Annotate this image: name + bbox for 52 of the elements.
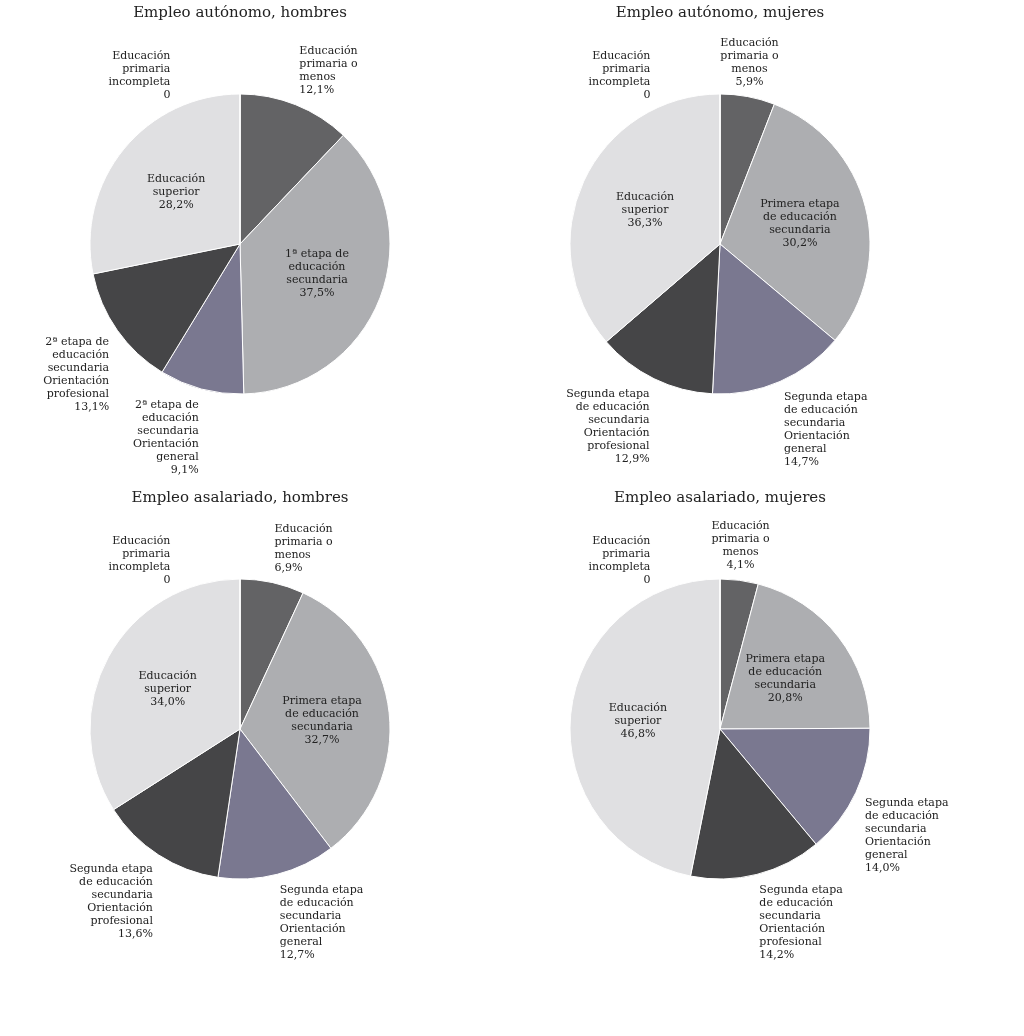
data-label: 13,6%	[117, 927, 153, 941]
slice-label: Educación superior	[138, 669, 197, 696]
slice-label: Segunda etapa de educación secundaria Orientación general	[279, 882, 364, 948]
slice-label: 2ª etapa de educación secundaria Orientación profesional	[43, 335, 110, 400]
slice-label: Segunda etapa de educación secundaria Orientación general	[865, 795, 949, 861]
data-label: 34,0%	[150, 695, 186, 709]
text: 0	[643, 87, 651, 101]
text: 0	[163, 87, 171, 101]
slice-label: Primera etapa de educación secundaria	[745, 651, 826, 691]
slice-label: Educación primaria o menos	[299, 44, 358, 84]
data-label: 6,9%	[274, 560, 303, 574]
chart-title: Empleo autónomo, hombres	[133, 3, 347, 21]
chart-title: Empleo asalariado, hombres	[131, 488, 349, 506]
data-label: 12,9%	[614, 451, 650, 465]
data-label: 37,5%	[299, 286, 335, 300]
chart-title: Empleo asalariado, mujeres	[614, 488, 826, 506]
data-label: 30,2%	[782, 235, 818, 249]
data-label: 5,9%	[735, 74, 764, 88]
chart-title: Empleo autónomo, mujeres	[615, 3, 825, 21]
category-label: Educación primaria incompleta	[108, 48, 171, 88]
slice-label: Primera etapa de educación secundaria	[282, 693, 363, 733]
slice-label: Primera etapa de educación secundaria	[760, 196, 841, 236]
slice-label: Educación primaria o menos	[720, 35, 779, 75]
slice-label: Segunda etapa de educación secundaria Orientación profesional	[69, 862, 154, 928]
slice-label: Educación primaria o menos	[274, 521, 334, 561]
text: 0	[163, 572, 171, 586]
category-label: Educación primaria incompleta	[588, 533, 651, 573]
data-label: 46,8%	[620, 726, 656, 740]
slice-label: 2ª etapa de educación secundaria Orientación general	[132, 397, 200, 463]
category-label: Educación primaria incompleta	[588, 48, 651, 88]
data-label: 28,2%	[158, 197, 194, 211]
data-label: 32,7%	[304, 732, 340, 746]
slice-label: Educación superior	[146, 171, 206, 198]
slice-label: Segunda etapa de educación secundaria Orientación profesional	[759, 883, 844, 949]
category-label: Educación primaria incompleta	[108, 533, 171, 573]
data-label: 9,1%	[170, 462, 199, 476]
slice-label: Segunda etapa de educación secundaria Orientación profesional	[566, 386, 651, 452]
slice-label: Educación superior	[615, 189, 675, 216]
data-label: 14,2%	[759, 948, 795, 962]
data-label: 12,1%	[299, 83, 335, 97]
data-label: 14,7%	[784, 454, 819, 468]
slice-label: 1ª etapa de educación secundaria	[285, 247, 349, 287]
data-label: 13,1%	[74, 400, 110, 413]
data-label: 12,7%	[279, 947, 315, 961]
slice-label: Segunda etapa de educación secundaria Orientación general	[784, 389, 868, 455]
data-label: 4,1%	[726, 558, 755, 572]
text: 0	[643, 572, 651, 586]
slice-label: Educación primaria o menos	[711, 519, 771, 559]
data-label: 14,0%	[865, 860, 901, 874]
data-label: 20,8%	[767, 690, 803, 704]
slice-label: Educación superior	[608, 700, 668, 727]
data-label: 36,3%	[627, 215, 663, 229]
